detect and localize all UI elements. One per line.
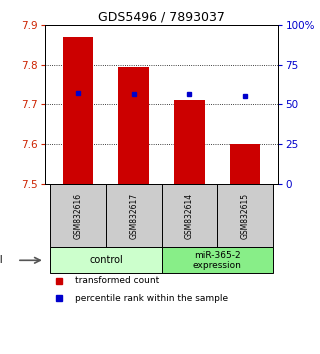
Text: miR-365-2
expression: miR-365-2 expression bbox=[193, 251, 242, 270]
Bar bbox=[63, 37, 93, 184]
Bar bbox=[118, 67, 149, 184]
Bar bbox=[106, 184, 162, 247]
Bar bbox=[50, 184, 106, 247]
Text: GSM832616: GSM832616 bbox=[74, 193, 83, 239]
Title: GDS5496 / 7893037: GDS5496 / 7893037 bbox=[98, 11, 225, 24]
Bar bbox=[162, 247, 273, 273]
Text: percentile rank within the sample: percentile rank within the sample bbox=[75, 294, 228, 303]
Text: protocol: protocol bbox=[0, 255, 3, 265]
Bar bbox=[50, 247, 162, 273]
Text: GSM832617: GSM832617 bbox=[129, 193, 138, 239]
Bar bbox=[162, 184, 217, 247]
Text: control: control bbox=[89, 255, 123, 265]
Text: transformed count: transformed count bbox=[75, 276, 159, 285]
Text: GSM832615: GSM832615 bbox=[241, 193, 250, 239]
Bar bbox=[217, 184, 273, 247]
Text: GSM832614: GSM832614 bbox=[185, 193, 194, 239]
Bar bbox=[230, 144, 260, 184]
Bar bbox=[174, 100, 205, 184]
